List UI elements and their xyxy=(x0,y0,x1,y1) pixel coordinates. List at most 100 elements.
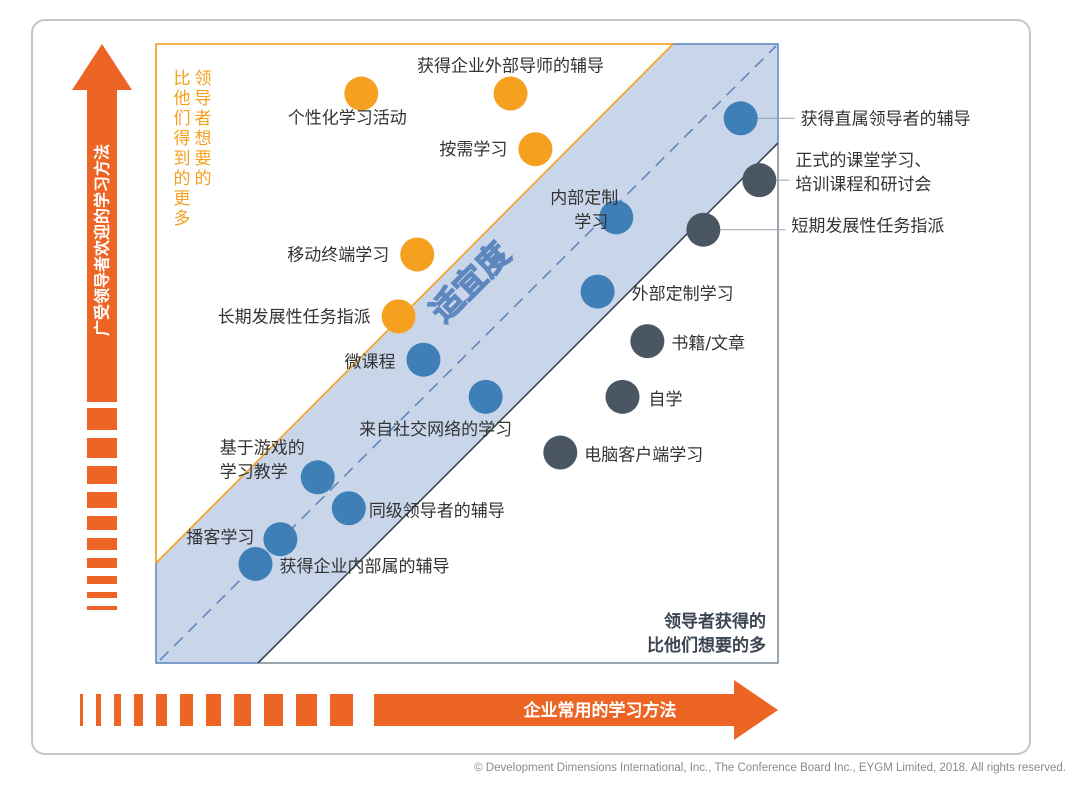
region-bottom-right-line-2: 比他们想要的多 xyxy=(647,635,766,656)
point-label: 外部定制学习 xyxy=(632,285,734,305)
chart-frame xyxy=(31,19,1031,755)
point-marker xyxy=(599,200,634,235)
region-top-left-char: 导 xyxy=(195,89,212,109)
point-label: 短期发展性任务指派 xyxy=(791,217,944,237)
data-point: 自学 xyxy=(605,379,683,414)
point-marker xyxy=(518,132,553,167)
y-axis-dash xyxy=(87,466,117,484)
point-marker xyxy=(381,299,416,334)
x-axis-dash xyxy=(296,694,317,726)
x-axis-dash xyxy=(234,694,251,726)
data-point: 获得企业内部属的辅导 xyxy=(238,546,450,581)
point-marker xyxy=(686,212,721,247)
point-label: 按需学习 xyxy=(439,140,507,160)
point-marker xyxy=(493,76,528,111)
point-label: 长期发展性任务指派 xyxy=(218,307,371,327)
data-point: 电脑客户端学习 xyxy=(543,435,703,470)
upper-boundary-line xyxy=(155,43,674,564)
y-axis-label: 广受领导者欢迎的学习方法 xyxy=(93,144,112,336)
data-point: 播客学习 xyxy=(186,522,298,557)
band-edge xyxy=(155,563,258,664)
region-top-left-char: 更 xyxy=(174,189,191,209)
upper-region-edge xyxy=(155,43,673,563)
region-top-left-char: 比 xyxy=(174,69,191,89)
point-label: 获得企业外部导师的辅导 xyxy=(417,57,604,77)
region-top-left-char: 们 xyxy=(174,109,191,129)
y-axis-dash xyxy=(87,408,117,430)
data-point: 同级领导者的辅导 xyxy=(331,491,505,526)
point-marker xyxy=(723,101,758,136)
data-point: 书籍/文章 xyxy=(630,324,745,359)
point-marker xyxy=(300,460,335,495)
region-top-left-char: 想 xyxy=(195,129,212,149)
point-label: 正式的课堂学习、 xyxy=(795,151,931,171)
y-axis-dash xyxy=(87,558,117,568)
x-axis-dash xyxy=(264,694,283,726)
x-axis: 企业常用的学习方法 xyxy=(80,680,778,740)
copyright-text: © Development Dimensions International, … xyxy=(474,762,1066,774)
point-label: 基于游戏的 xyxy=(220,438,305,458)
y-axis-dash xyxy=(87,438,117,458)
point-label: 书籍/文章 xyxy=(671,334,745,354)
point-label: 来自社交网络的学习 xyxy=(359,420,512,440)
x-axis-dash xyxy=(330,694,353,726)
point-label: 电脑客户端学习 xyxy=(584,446,703,466)
data-point: 按需学习 xyxy=(439,132,553,167)
point-label: 获得企业内部属的辅导 xyxy=(280,557,450,577)
data-point: 获得直属领导者的辅导 xyxy=(723,101,971,136)
x-axis-dash xyxy=(180,694,193,726)
data-point: 微课程 xyxy=(344,342,441,377)
data-point: 移动终端学习 xyxy=(287,237,435,272)
point-label: 学习 xyxy=(574,212,608,232)
y-axis-dash xyxy=(87,492,117,508)
y-axis-arrow-head xyxy=(72,44,132,90)
point-marker xyxy=(238,546,273,581)
region-bottom-right-line-1: 领导者获得的 xyxy=(664,611,766,632)
x-axis-arrow-head xyxy=(734,680,778,740)
point-label: 微课程 xyxy=(344,353,395,373)
region-top-left-char: 者 xyxy=(195,109,212,129)
point-marker xyxy=(406,342,441,377)
point-marker xyxy=(468,379,503,414)
point-label: 学习教学 xyxy=(220,462,288,482)
data-point: 正式的课堂学习、培训课程和研讨会 xyxy=(742,151,931,198)
point-marker xyxy=(331,491,366,526)
point-marker xyxy=(344,76,379,111)
y-axis-dash xyxy=(87,516,117,530)
point-marker xyxy=(742,163,777,198)
y-axis-dash xyxy=(87,592,117,598)
region-top-left-char: 到 xyxy=(174,149,191,169)
y-axis: 广受领导者欢迎的学习方法 xyxy=(72,44,132,610)
point-label: 获得直属领导者的辅导 xyxy=(801,109,971,129)
data-point: 外部定制学习 xyxy=(580,274,734,309)
point-marker xyxy=(400,237,435,272)
point-label: 同级领导者的辅导 xyxy=(369,501,505,521)
x-axis-dash xyxy=(156,694,167,726)
point-marker xyxy=(263,522,298,557)
x-axis-label: 企业常用的学习方法 xyxy=(523,700,677,721)
y-axis-dash xyxy=(87,576,117,584)
point-label: 移动终端学习 xyxy=(287,245,389,265)
point-marker xyxy=(605,379,640,414)
point-marker xyxy=(580,274,615,309)
region-top-left-char: 要 xyxy=(195,149,212,169)
region-top-left-char: 他 xyxy=(174,89,191,109)
point-label: 个性化学习活动 xyxy=(288,109,407,129)
region-top-left-char: 多 xyxy=(174,209,191,229)
x-axis-dash xyxy=(134,694,143,726)
data-point: 短期发展性任务指派 xyxy=(686,212,944,247)
region-top-left-char: 领 xyxy=(195,69,212,89)
point-marker xyxy=(543,435,578,470)
x-axis-dash xyxy=(80,694,83,726)
x-axis-arrow xyxy=(374,694,736,726)
fit-band xyxy=(156,44,778,663)
region-top-left-char: 的 xyxy=(195,169,212,189)
y-axis-dash xyxy=(87,538,117,550)
point-marker xyxy=(630,324,665,359)
region-top-left-char: 的 xyxy=(174,169,191,189)
data-point: 获得企业外部导师的辅导 xyxy=(417,57,604,111)
